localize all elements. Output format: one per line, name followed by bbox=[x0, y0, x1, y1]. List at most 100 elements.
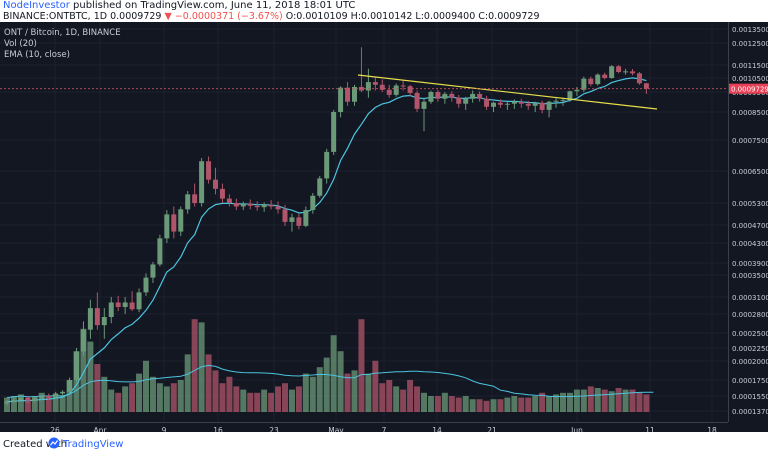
candle-body bbox=[553, 100, 559, 102]
volume-bar bbox=[573, 389, 580, 412]
price-tag-bg bbox=[729, 83, 768, 94]
candle-body bbox=[324, 151, 330, 179]
volume-bar bbox=[31, 396, 38, 412]
candle-body bbox=[289, 217, 295, 222]
volume-bar bbox=[351, 370, 358, 412]
candle-body bbox=[428, 92, 434, 102]
candle-body bbox=[185, 194, 191, 210]
volume-bar bbox=[24, 399, 31, 412]
candle-body bbox=[365, 82, 371, 91]
volume-bar bbox=[608, 391, 615, 412]
volume-bar bbox=[233, 386, 240, 412]
candle-body bbox=[338, 87, 344, 112]
price-tick-label: 0.0002800 bbox=[732, 311, 768, 319]
legend-title: ONT / Bitcoin, 1D, BINANCE bbox=[4, 28, 121, 38]
candle-body bbox=[18, 397, 24, 400]
volume-ma-20-line bbox=[6, 364, 654, 399]
candle-body bbox=[643, 83, 649, 89]
volume-bar bbox=[191, 319, 198, 412]
volume-bar bbox=[212, 370, 219, 412]
volume-bar bbox=[448, 396, 455, 412]
candle-body bbox=[435, 92, 441, 99]
candle-body bbox=[595, 74, 601, 85]
candle-body bbox=[393, 85, 399, 95]
volume-bar bbox=[94, 364, 101, 412]
volume-bar bbox=[629, 389, 636, 412]
volume-bar bbox=[59, 396, 66, 412]
candle-body bbox=[372, 82, 378, 85]
volume-bar bbox=[497, 399, 504, 412]
candle-body bbox=[247, 203, 253, 206]
candle-body bbox=[32, 398, 38, 401]
volume-bar bbox=[594, 388, 601, 412]
candle-body bbox=[532, 102, 538, 106]
candle-body bbox=[623, 71, 629, 73]
candle-body bbox=[491, 102, 496, 107]
last-price: 0.0009729 bbox=[110, 11, 162, 22]
volume-bar bbox=[10, 396, 17, 412]
candle-body bbox=[129, 302, 135, 310]
ohlc-values: O:0.0010109 H:0.0010142 L:0.0009400 C:0.… bbox=[285, 11, 540, 22]
volume-bar bbox=[45, 396, 52, 412]
candle-body bbox=[546, 101, 552, 110]
volume-bar bbox=[587, 386, 594, 412]
price-tick-label: 0.0001370 bbox=[732, 408, 768, 416]
tradingview-link[interactable]: TradingView bbox=[63, 439, 124, 450]
volume-bar bbox=[400, 389, 407, 412]
candle-body bbox=[477, 93, 483, 99]
candle-body bbox=[67, 380, 73, 392]
tradingview-logo-icon[interactable] bbox=[48, 437, 60, 449]
published-text: published on TradingView.com, June 11, 2… bbox=[73, 0, 356, 11]
volume-bar bbox=[275, 386, 282, 412]
candle-body bbox=[226, 198, 232, 203]
candle-body bbox=[616, 66, 622, 73]
candle-body bbox=[296, 217, 302, 226]
candle-body bbox=[46, 396, 52, 398]
candle-body bbox=[539, 102, 545, 110]
volume-bar bbox=[129, 383, 136, 412]
legend-ema: EMA (10, close) bbox=[4, 50, 70, 60]
volume-bar bbox=[455, 397, 462, 412]
candle-body bbox=[261, 204, 267, 208]
volume-bar bbox=[504, 397, 511, 412]
price-tick-label: 0.0013500 bbox=[732, 26, 768, 34]
volume-bar bbox=[156, 383, 163, 412]
time-axis[interactable]: 26 Apr 9 16 23 May 7 14 21 Jun 11 18 bbox=[50, 426, 717, 432]
legend: ONT / Bitcoin, 1D, BINANCE Vol (20) EMA … bbox=[4, 28, 121, 60]
candle-body bbox=[87, 308, 93, 330]
time-tick-label: 23 bbox=[269, 426, 279, 432]
footer-bar: Created with TradingView bbox=[0, 432, 768, 455]
volume-bar bbox=[205, 354, 212, 412]
price-tag-text: 0.0009729 bbox=[731, 86, 768, 94]
volume-bar bbox=[636, 392, 643, 412]
symbol: BINANCE:ONTBTC, 1D bbox=[3, 11, 108, 22]
volume-bar bbox=[136, 373, 143, 412]
volume-bar bbox=[282, 383, 288, 412]
volume-bar bbox=[553, 394, 560, 412]
volume-bar bbox=[580, 389, 587, 412]
volume-bars bbox=[4, 319, 650, 412]
price-tick-label: 0.0007500 bbox=[732, 137, 768, 145]
volume-bar bbox=[518, 397, 525, 412]
candle-body bbox=[414, 92, 420, 109]
volume-bar bbox=[566, 392, 573, 412]
time-tick-label: 7 bbox=[382, 426, 387, 432]
trend-line[interactable] bbox=[357, 74, 658, 110]
candle-body bbox=[310, 195, 316, 211]
candle-body bbox=[178, 209, 184, 232]
volume-bar bbox=[122, 386, 129, 412]
candle-body bbox=[345, 87, 351, 102]
time-tick-label: 14 bbox=[432, 426, 442, 432]
candle-body bbox=[122, 302, 128, 307]
candle-body bbox=[108, 302, 114, 318]
price-chart[interactable]: 0.0013500 0.0012500 0.0011500 0.0010500 0.00… bbox=[0, 22, 768, 432]
candle-body bbox=[588, 78, 594, 85]
volume-bar bbox=[184, 354, 191, 412]
price-tick-label: 0.0003100 bbox=[732, 294, 768, 302]
volume-bar bbox=[615, 388, 622, 412]
candle-body bbox=[511, 101, 517, 104]
candle-body bbox=[400, 85, 406, 87]
volume-bar bbox=[108, 389, 115, 412]
author-link[interactable]: NodeInvestor bbox=[3, 0, 70, 11]
